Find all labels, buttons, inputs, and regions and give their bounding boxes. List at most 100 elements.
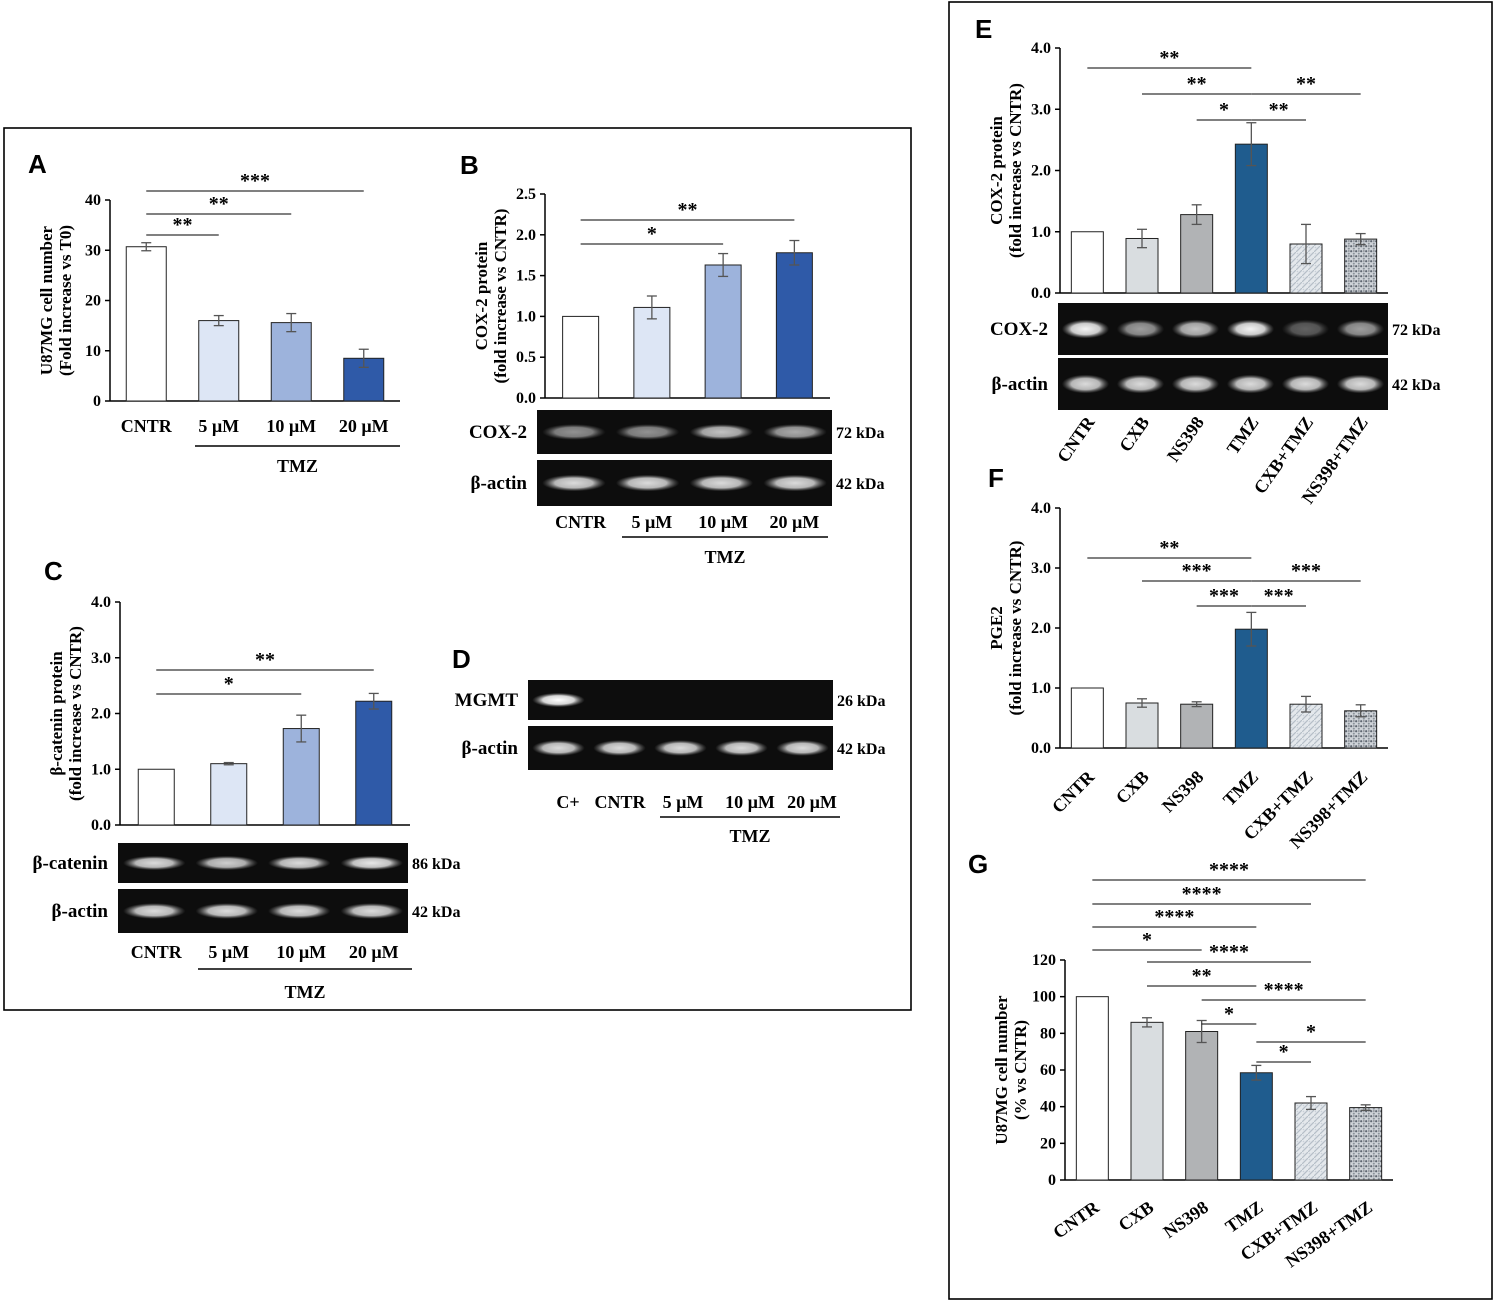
y-tick-label: 4.0: [1031, 500, 1051, 517]
group-label: TMZ: [284, 982, 325, 1002]
category-label: CXB: [1112, 767, 1153, 808]
blot-kda: 72 kDa: [1392, 322, 1440, 339]
bar: [1239, 1072, 1273, 1181]
y-axis-label: (% vs CNTR): [1011, 1020, 1030, 1120]
bar: [270, 322, 312, 402]
blot-band: [654, 740, 707, 756]
panel-D: D MGMT 26 kDa β-actin 42 kDa C+ CNTR 5 µM 10 µM 2…: [452, 644, 885, 846]
y-tick-label: 1.0: [1031, 680, 1051, 697]
bar: [704, 264, 742, 399]
category-label: 10 µM: [698, 512, 748, 532]
y-tick-label: 3.0: [1031, 101, 1051, 118]
bar: [1070, 231, 1104, 294]
y-tick-label: 30: [85, 242, 101, 259]
y-tick-label: 4.0: [91, 594, 111, 611]
bar: [1125, 702, 1159, 749]
blot-band: [763, 424, 827, 440]
blot-kda: 42 kDa: [412, 904, 460, 921]
significance-label: ****: [1264, 979, 1304, 1001]
panel-letter: E: [975, 14, 992, 44]
bar: [1075, 996, 1109, 1181]
category-label: 20 µM: [349, 942, 399, 962]
category-label: 10 µM: [266, 416, 316, 436]
y-tick-label: 0.5: [516, 349, 536, 366]
panel-G: G 0 20 40 60 80 100 120 U87MG cell number (% vs C…: [968, 849, 1393, 1271]
category-label: 5 µM: [631, 512, 672, 532]
bar: [125, 246, 167, 402]
significance-label: ****: [1209, 859, 1249, 881]
panel-letter: B: [460, 150, 479, 180]
significance-label: **: [1187, 73, 1207, 95]
significance-label: **: [678, 199, 698, 221]
y-tick-label: 1.0: [1031, 224, 1051, 241]
significance-label: *: [1224, 1003, 1234, 1025]
significance-label: ****: [1209, 941, 1249, 963]
y-tick-label: 0.0: [91, 817, 111, 834]
significance-label: **: [1159, 47, 1179, 69]
significance-label: **: [1296, 73, 1316, 95]
y-tick-label: 1.0: [516, 308, 536, 325]
significance-label: **: [1159, 537, 1179, 559]
blot-label: MGMT: [455, 690, 519, 711]
y-tick-label: 2.0: [1031, 163, 1051, 180]
blot-label: COX-2: [469, 422, 527, 443]
y-axis-label: COX-2 protein: [472, 241, 491, 350]
significance-label: ****: [1154, 906, 1194, 928]
bar: [1185, 1031, 1219, 1181]
blot-band: [268, 903, 331, 919]
bar: [633, 306, 671, 399]
blot-band: [1226, 374, 1275, 394]
blot-band: [1116, 374, 1165, 394]
category-label: TMZ: [1223, 413, 1263, 458]
panel-letter: D: [452, 644, 471, 674]
blot-band: [532, 692, 585, 708]
panel-E: E 0.0 1.0 2.0 3.0 4.0 COX-2 protein (fold incre…: [975, 14, 1440, 507]
y-tick-label: 120: [1032, 952, 1056, 969]
y-axis-label: PGE2: [987, 606, 1006, 649]
bar: [198, 320, 240, 402]
significance-label: **: [255, 649, 275, 671]
category-label: CXB: [1115, 1197, 1158, 1235]
bar: [137, 768, 175, 826]
y-axis-label: U87MG cell number: [37, 225, 56, 375]
significance-label: *: [1142, 929, 1152, 951]
bar: [1294, 1102, 1328, 1181]
y-axis-label: (Fold increase vs T0): [56, 225, 75, 376]
right-panel-frame: [948, 1, 1493, 1300]
significance-label: **: [1269, 99, 1289, 121]
panel-B: B 0.0 0.5 1.0 1.5 2.0 2.5 COX-2 protein (fold in…: [460, 150, 884, 567]
blot-band: [542, 424, 606, 440]
blot-band: [689, 474, 754, 492]
y-tick-label: 100: [1032, 989, 1056, 1006]
bar: [210, 763, 248, 826]
y-tick-label: 3.0: [1031, 560, 1051, 577]
blot-band: [689, 424, 754, 440]
y-axis-label: β-catenin protein: [47, 651, 66, 776]
y-tick-label: 40: [1040, 1099, 1056, 1116]
category-label: TMZ: [1219, 767, 1262, 810]
bar: [1070, 687, 1104, 749]
category-label: CXB: [1115, 413, 1153, 456]
blot-band: [1336, 319, 1385, 339]
y-tick-label: 0: [1048, 1172, 1056, 1189]
panel-A: A 0 10 20 30 40 U87MG cell number (Fold increas…: [28, 149, 400, 476]
significance-label: ***: [1182, 560, 1212, 582]
significance-label: *: [224, 673, 234, 695]
bar: [775, 252, 813, 399]
panel-letter: F: [988, 463, 1004, 493]
blot-label: β-actin: [992, 374, 1049, 395]
y-tick-label: 60: [1040, 1062, 1056, 1079]
y-axis-label: U87MG cell number: [992, 995, 1011, 1145]
panel-letter: A: [28, 149, 47, 179]
y-tick-label: 2.5: [516, 186, 536, 203]
y-tick-label: 0: [93, 393, 101, 410]
y-tick-label: 0.0: [1031, 740, 1051, 757]
blot-band: [776, 740, 829, 756]
category-label: 10 µM: [276, 942, 326, 962]
blot-kda: 42 kDa: [1392, 377, 1440, 394]
category-label: CNTR: [1048, 766, 1099, 817]
left-panel-frame: [3, 127, 912, 1011]
significance-label: ****: [1182, 883, 1222, 905]
y-tick-label: 2.0: [1031, 620, 1051, 637]
